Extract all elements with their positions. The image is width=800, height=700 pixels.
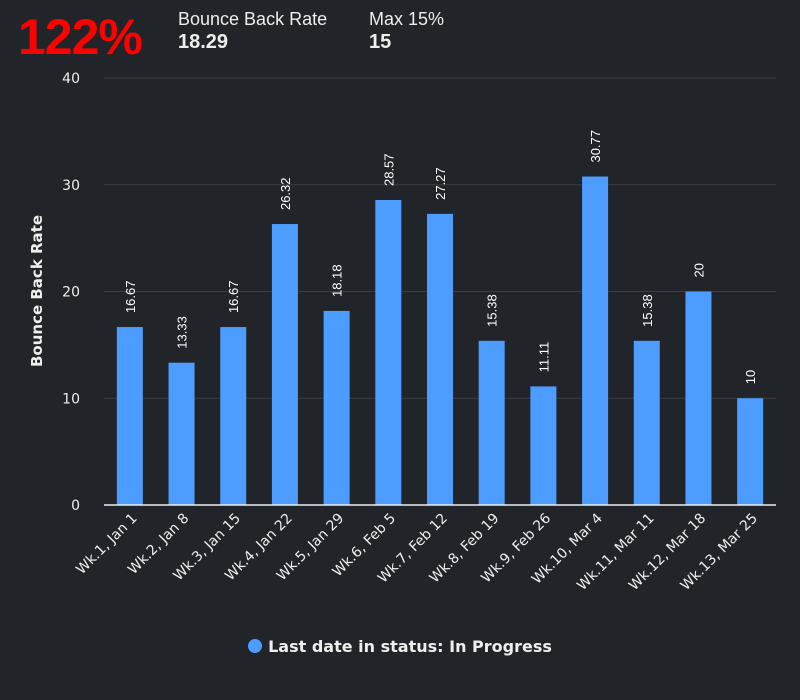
- bar: [685, 291, 712, 505]
- y-tick-label: 20: [62, 285, 80, 301]
- bar: [737, 398, 764, 505]
- stat-value: 15: [369, 31, 392, 53]
- bar: [220, 327, 247, 505]
- y-tick-label: 0: [71, 498, 80, 514]
- bar: [530, 386, 557, 505]
- data-label: 27.27: [433, 167, 448, 200]
- bar: [323, 310, 350, 505]
- bar: [427, 213, 453, 505]
- bar: [168, 362, 195, 505]
- data-label: 15.38: [640, 294, 655, 327]
- stat-value: 18.29: [178, 31, 229, 53]
- data-label: 26.32: [278, 177, 293, 210]
- bar: [271, 224, 298, 505]
- y-tick-label: 40: [62, 71, 80, 87]
- bar: [478, 340, 505, 505]
- kpi-percentage: 122%: [18, 9, 143, 65]
- data-label: 11.11: [536, 342, 551, 373]
- data-label: 18.18: [330, 264, 345, 297]
- data-label: 10: [743, 370, 758, 384]
- data-label: 30.77: [588, 130, 603, 163]
- data-label: 16.67: [123, 281, 138, 314]
- data-label: 15.38: [485, 294, 500, 327]
- stat-label: Bounce Back Rate: [178, 9, 328, 29]
- bar: [116, 327, 143, 505]
- bar: [633, 340, 660, 505]
- y-tick-label: 10: [62, 391, 80, 407]
- legend-label: Last date in status: In Progress: [268, 637, 552, 656]
- legend-marker: [248, 639, 263, 653]
- data-label: 13.33: [175, 316, 190, 349]
- stat-max: Max 15% 15: [369, 9, 444, 54]
- data-label: 16.67: [226, 281, 241, 314]
- y-axis-label: Bounce Back Rate: [28, 215, 46, 367]
- data-label: 28.57: [381, 153, 396, 186]
- y-tick-label: 30: [62, 178, 80, 194]
- bar: [582, 176, 609, 505]
- legend[interactable]: Last date in status: In Progress: [0, 637, 800, 656]
- stat-bounce-back-rate: Bounce Back Rate 18.29: [178, 9, 327, 54]
- data-label: 20: [691, 263, 706, 277]
- stat-label: Max 15%: [369, 9, 445, 29]
- bar: [375, 200, 402, 505]
